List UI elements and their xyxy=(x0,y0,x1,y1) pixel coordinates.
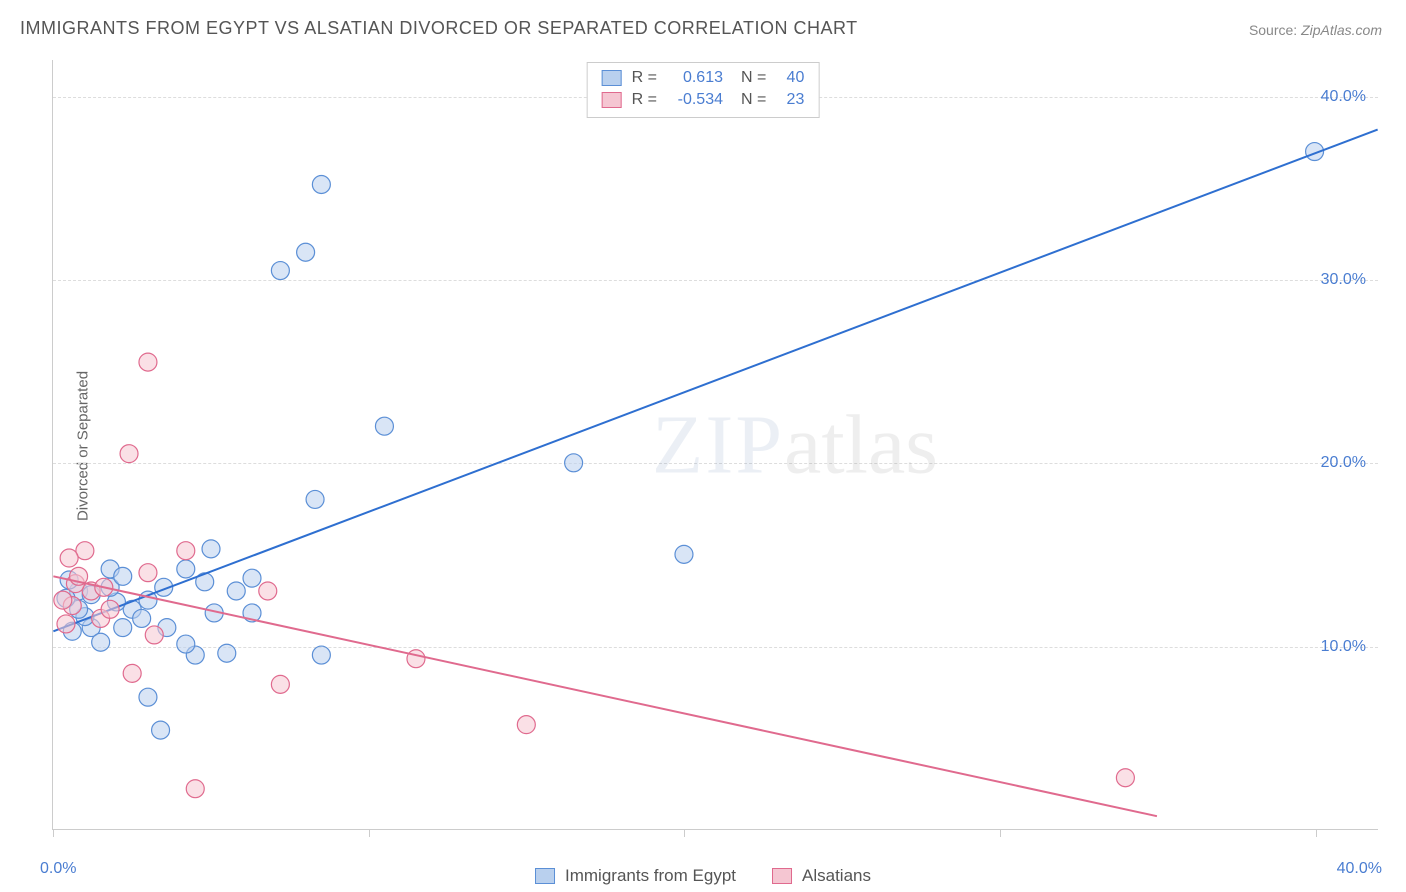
source-prefix: Source: xyxy=(1249,22,1301,38)
data-point xyxy=(177,635,195,653)
legend-n-value-1: 23 xyxy=(780,89,804,111)
series-legend-item-1: Alsatians xyxy=(772,866,871,886)
series-swatch-0 xyxy=(535,868,555,884)
x-tick xyxy=(369,829,370,837)
legend-n-value-0: 40 xyxy=(780,67,804,89)
data-point xyxy=(312,176,330,194)
x-tick xyxy=(684,829,685,837)
trend-line xyxy=(53,576,1157,816)
correlation-row-0: R = 0.613 N = 40 xyxy=(602,67,805,89)
data-point xyxy=(139,688,157,706)
data-point xyxy=(145,626,163,644)
source-name: ZipAtlas.com xyxy=(1301,22,1382,38)
data-point xyxy=(565,454,583,472)
data-point xyxy=(375,417,393,435)
chart-svg xyxy=(53,60,1378,829)
correlation-row-1: R = -0.534 N = 23 xyxy=(602,89,805,111)
data-point xyxy=(227,582,245,600)
correlation-legend: R = 0.613 N = 40 R = -0.534 N = 23 xyxy=(587,62,820,118)
data-point xyxy=(133,609,151,627)
data-point xyxy=(123,664,141,682)
plot-area: ZIPatlas 10.0%20.0%30.0%40.0% xyxy=(52,60,1378,830)
x-axis-max-label: 40.0% xyxy=(1337,860,1382,878)
data-point xyxy=(57,615,75,633)
data-point xyxy=(101,600,119,618)
series-label-1: Alsatians xyxy=(802,866,871,886)
data-point xyxy=(139,564,157,582)
legend-n-label-1: N = xyxy=(741,89,766,111)
series-swatch-1 xyxy=(772,868,792,884)
data-point xyxy=(306,490,324,508)
x-axis-min-label: 0.0% xyxy=(40,860,76,878)
data-point xyxy=(271,262,289,280)
data-point xyxy=(218,644,236,662)
legend-swatch-1 xyxy=(602,92,622,108)
data-point xyxy=(1116,769,1134,787)
data-point xyxy=(152,721,170,739)
legend-r-value-0: 0.613 xyxy=(667,67,723,89)
legend-n-label-0: N = xyxy=(741,67,766,89)
data-point xyxy=(297,243,315,261)
data-point xyxy=(177,560,195,578)
data-point xyxy=(312,646,330,664)
data-point xyxy=(60,549,78,567)
chart-title: IMMIGRANTS FROM EGYPT VS ALSATIAN DIVORC… xyxy=(20,18,858,39)
data-point xyxy=(517,716,535,734)
data-point xyxy=(54,591,72,609)
data-point xyxy=(120,445,138,463)
data-point xyxy=(186,780,204,798)
x-tick xyxy=(53,829,54,837)
data-point xyxy=(114,619,132,637)
source-attribution: Source: ZipAtlas.com xyxy=(1249,22,1382,38)
x-tick xyxy=(1000,829,1001,837)
data-point xyxy=(271,675,289,693)
trend-line xyxy=(53,130,1377,632)
data-point xyxy=(114,567,132,585)
data-point xyxy=(202,540,220,558)
data-point xyxy=(675,545,693,563)
data-point xyxy=(259,582,277,600)
data-point xyxy=(92,633,110,651)
legend-r-label-1: R = xyxy=(632,89,657,111)
series-label-0: Immigrants from Egypt xyxy=(565,866,736,886)
data-point xyxy=(407,650,425,668)
series-legend: Immigrants from Egypt Alsatians xyxy=(535,866,871,886)
x-tick xyxy=(1316,829,1317,837)
legend-r-label-0: R = xyxy=(632,67,657,89)
data-point xyxy=(139,353,157,371)
series-legend-item-0: Immigrants from Egypt xyxy=(535,866,736,886)
legend-r-value-1: -0.534 xyxy=(667,89,723,111)
data-point xyxy=(177,542,195,560)
data-point xyxy=(243,569,261,587)
legend-swatch-0 xyxy=(602,70,622,86)
